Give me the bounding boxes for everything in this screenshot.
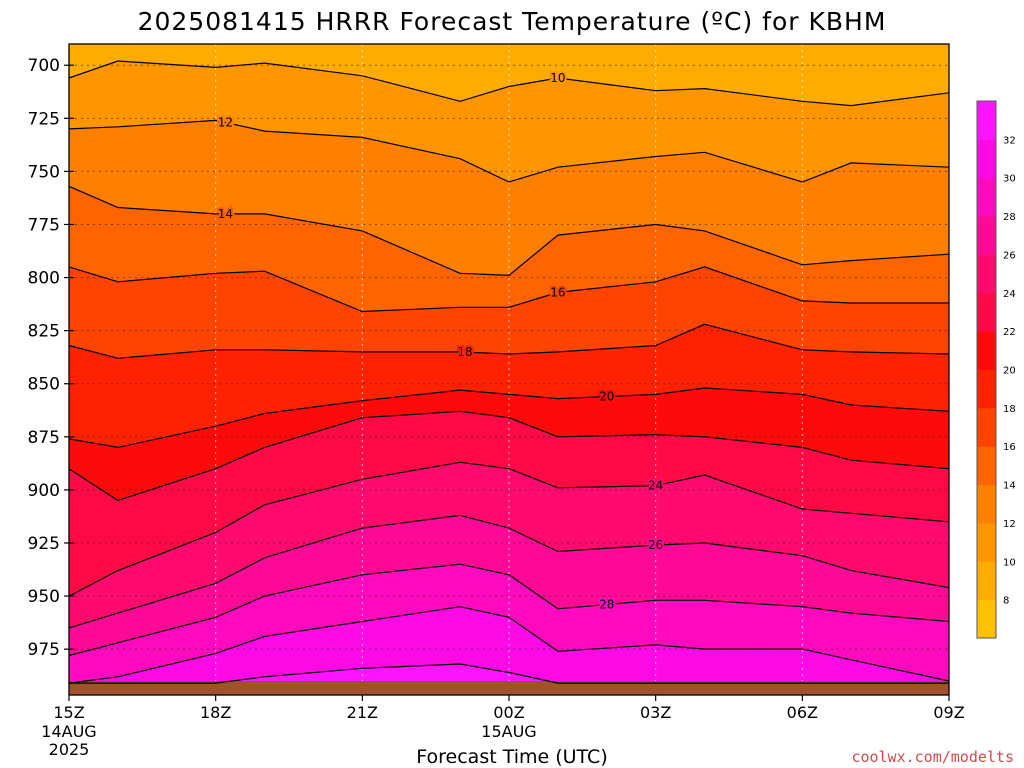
x-tick-year-2025: 2025: [49, 740, 90, 759]
y-tick-label-700: 700: [28, 56, 60, 76]
y-tick-label-850: 850: [28, 375, 60, 395]
site-credit: coolwx.com/modelts: [851, 748, 1014, 766]
colorbar-label-22: 22: [1003, 327, 1016, 338]
colorbar-label-8: 8: [1003, 596, 1009, 607]
isotherm-26: [68, 514, 950, 629]
colorbar-label-32: 32: [1003, 135, 1016, 146]
colorbar-swatch-10: [977, 522, 996, 562]
isotherm-12: [68, 119, 950, 183]
colorbar-swatch-8: [977, 561, 996, 601]
chart-title: 2025081415 HRRR Forecast Temperature (ºC…: [138, 7, 887, 36]
isotherm-label-28: 28: [599, 598, 614, 612]
isotherm-label-24: 24: [648, 479, 663, 493]
x-tick-label-18Z: 18Z: [200, 703, 231, 722]
colorbar-label-24: 24: [1003, 289, 1016, 300]
isotherm-label-14: 14: [218, 207, 233, 221]
y-tick-label-950: 950: [28, 587, 60, 607]
isotherm-label-20: 20: [599, 389, 614, 403]
colorbar-label-10: 10: [1003, 557, 1016, 568]
colorbar-label-20: 20: [1003, 366, 1016, 377]
colorbar-swatch-12: [977, 484, 996, 524]
y-tick-label-825: 825: [28, 322, 60, 342]
colorbar-swatch-6: [977, 599, 996, 639]
axes-layer: 70072575077580082585087590092595097515Z1…: [28, 43, 965, 759]
colorbar-swatch-22: [977, 292, 996, 332]
isotherm-30: [68, 606, 950, 684]
isotherm-label-16: 16: [550, 285, 565, 299]
x-tick-date-15AUG: 15AUG: [481, 722, 536, 741]
colorbar-label-26: 26: [1003, 250, 1016, 261]
colorbar-swatch-30: [977, 139, 996, 179]
isotherm-18: [68, 323, 950, 359]
x-tick-label-09Z: 09Z: [933, 703, 964, 722]
colorbar-swatch-16: [977, 407, 996, 447]
y-tick-label-800: 800: [28, 269, 60, 289]
isotherm-28: [68, 563, 950, 657]
colorbar-label-18: 18: [1003, 404, 1016, 415]
ground-strip: [69, 681, 949, 695]
colorbar-swatch-28: [977, 177, 996, 217]
colorbar-swatch-24: [977, 254, 996, 294]
isotherm-label-18: 18: [457, 345, 472, 359]
y-tick-label-900: 900: [28, 481, 60, 501]
y-tick-label-875: 875: [28, 428, 60, 448]
isotherm-14: [68, 185, 950, 277]
colorbar-label-28: 28: [1003, 212, 1016, 223]
colorbar-swatch-20: [977, 331, 996, 370]
y-tick-label-975: 975: [28, 640, 60, 660]
isotherm-16: [68, 266, 949, 313]
colorbar-label-30: 30: [1003, 174, 1016, 185]
colorbar-swatch-26: [977, 216, 996, 255]
x-axis-label: Forecast Time (UTC): [416, 746, 607, 768]
isotherm-label-26: 26: [648, 538, 663, 552]
temperature-fill-layer: [69, 44, 949, 695]
isotherm-label-12: 12: [218, 116, 233, 130]
colorbar-swatch-18: [977, 369, 996, 409]
colorbar-label-12: 12: [1003, 519, 1016, 530]
x-tick-label-06Z: 06Z: [787, 703, 818, 722]
y-tick-label-925: 925: [28, 534, 60, 554]
x-tick-label-03Z: 03Z: [640, 703, 671, 722]
y-tick-label-775: 775: [28, 215, 60, 235]
isotherm-label-10: 10: [550, 71, 565, 85]
temperature-band-32: [69, 664, 949, 684]
x-tick-date-14AUG: 14AUG: [41, 722, 96, 741]
y-tick-label-750: 750: [28, 162, 60, 182]
x-tick-label-15Z: 15Z: [53, 703, 84, 722]
isotherm-22: [68, 410, 950, 502]
colorbar-swatch-14: [977, 446, 996, 486]
isotherm-20: [68, 387, 950, 449]
colorbar-frame: [976, 100, 997, 639]
colorbar-swatch-32: [977, 101, 996, 140]
x-tick-label-21Z: 21Z: [347, 703, 378, 722]
colorbar: 8 10 12 14 16 18 20 22 24 26 28 30 32: [976, 100, 1016, 639]
colorbar-label-16: 16: [1003, 442, 1016, 453]
colorbar-label-14: 14: [1003, 481, 1016, 492]
x-tick-label-00Z: 00Z: [493, 703, 524, 722]
isotherm-10: [68, 60, 950, 107]
isotherm-24: [68, 461, 950, 597]
y-tick-label-725: 725: [28, 109, 60, 129]
isotherm-32: [69, 663, 949, 684]
isotherm-layer: 10 12 14 16 18 20 24 26 28: [68, 60, 950, 684]
